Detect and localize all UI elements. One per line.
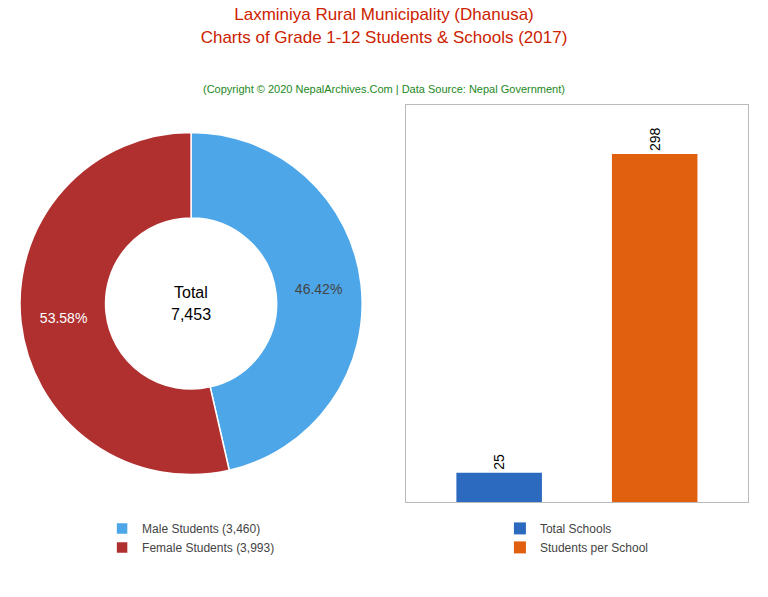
svg-text:Male Students (3,460): Male Students (3,460) bbox=[142, 522, 260, 536]
svg-text:Students per School: Students per School bbox=[540, 541, 648, 555]
svg-text:Total Schools: Total Schools bbox=[540, 522, 611, 536]
svg-text:53.58%: 53.58% bbox=[40, 310, 87, 326]
svg-text:25: 25 bbox=[491, 454, 507, 470]
svg-text:Total: Total bbox=[174, 284, 208, 301]
svg-text:(Copyright © 2020 NepalArchive: (Copyright © 2020 NepalArchives.Com | Da… bbox=[203, 83, 565, 95]
svg-text:Female Students (3,993): Female Students (3,993) bbox=[142, 541, 274, 555]
svg-text:46.42%: 46.42% bbox=[295, 281, 342, 297]
svg-text:7,453: 7,453 bbox=[171, 306, 211, 323]
svg-text:298: 298 bbox=[647, 127, 663, 151]
svg-text:Laxminiya Rural Municipality (: Laxminiya Rural Municipality (Dhanusa)Ch… bbox=[201, 5, 568, 46]
